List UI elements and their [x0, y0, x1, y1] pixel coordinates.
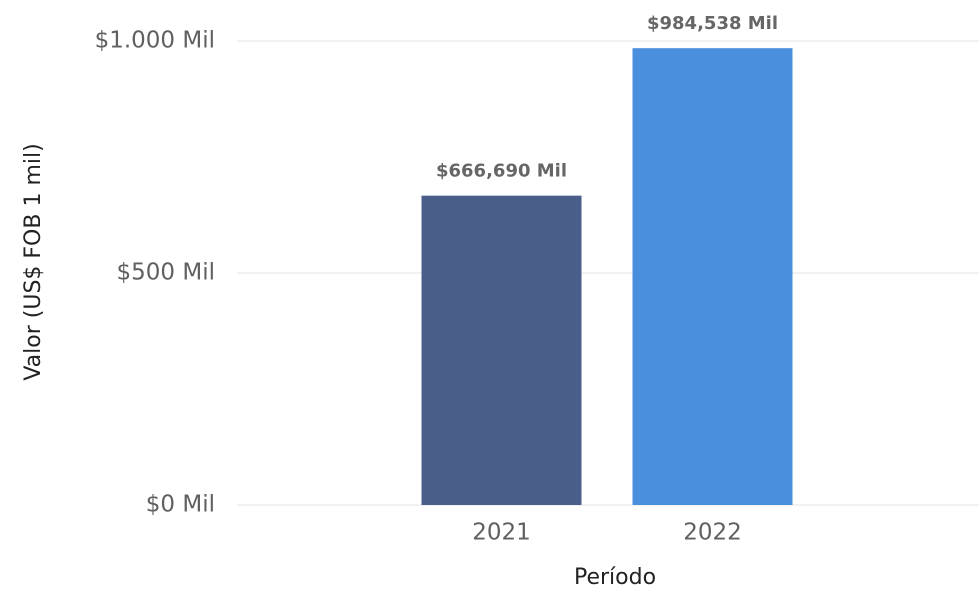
x-axis-label: Período	[574, 565, 656, 590]
y-tick-label: $0 Mil	[146, 492, 215, 518]
y-tick-label: $500 Mil	[117, 260, 215, 286]
x-tick-label: 2021	[472, 520, 531, 546]
x-tick-label: 2022	[683, 520, 742, 546]
y-tick-label: $1.000 Mil	[95, 28, 215, 54]
value-label: $666,690 Mil	[436, 161, 567, 182]
bar	[421, 195, 582, 506]
value-label: $984,538 Mil	[647, 13, 778, 34]
y-axis-label: Valor (US$ FOB 1 mil)	[21, 143, 46, 380]
bar	[632, 48, 793, 505]
